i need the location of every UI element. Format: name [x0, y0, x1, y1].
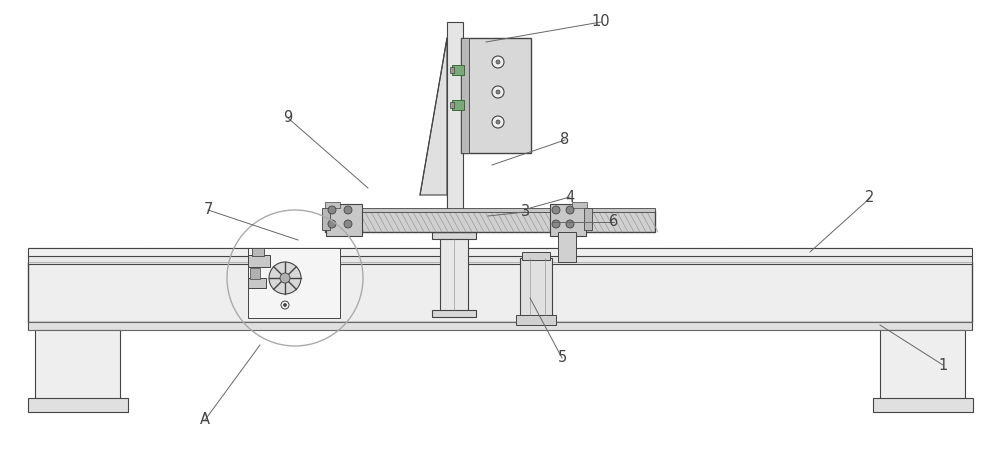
- Text: 8: 8: [560, 132, 570, 147]
- Bar: [325, 208, 655, 212]
- Bar: [28, 322, 972, 330]
- Circle shape: [280, 273, 290, 283]
- Bar: [248, 255, 270, 267]
- Circle shape: [328, 220, 336, 228]
- Bar: [880, 330, 965, 402]
- Circle shape: [269, 262, 301, 294]
- Bar: [28, 248, 972, 256]
- Bar: [873, 398, 973, 412]
- Bar: [35, 330, 120, 402]
- Bar: [432, 232, 476, 239]
- Bar: [584, 208, 592, 230]
- Text: 4: 4: [565, 189, 575, 204]
- Circle shape: [552, 220, 560, 228]
- Circle shape: [344, 206, 352, 214]
- Bar: [452, 65, 464, 75]
- Bar: [516, 315, 556, 325]
- Bar: [452, 100, 464, 110]
- Circle shape: [492, 86, 504, 98]
- Bar: [522, 252, 550, 260]
- Bar: [461, 38, 531, 153]
- Bar: [432, 310, 476, 317]
- Bar: [461, 38, 469, 153]
- Bar: [572, 202, 587, 208]
- Text: 2: 2: [865, 191, 875, 206]
- Text: 1: 1: [938, 358, 948, 373]
- Bar: [322, 208, 330, 230]
- Bar: [325, 202, 340, 208]
- Text: 5: 5: [557, 350, 567, 365]
- Bar: [325, 210, 655, 232]
- Polygon shape: [420, 38, 447, 195]
- Circle shape: [566, 220, 574, 228]
- Text: A: A: [200, 413, 210, 428]
- Bar: [447, 38, 461, 260]
- Bar: [252, 248, 264, 256]
- Text: 7: 7: [203, 202, 213, 217]
- Circle shape: [496, 60, 500, 64]
- Bar: [550, 204, 586, 236]
- Bar: [450, 102, 454, 108]
- Bar: [520, 258, 552, 316]
- Circle shape: [552, 206, 560, 214]
- Bar: [28, 262, 972, 322]
- Bar: [447, 22, 463, 262]
- Bar: [250, 268, 260, 279]
- Text: 10: 10: [592, 15, 610, 30]
- Bar: [248, 248, 340, 318]
- Bar: [248, 278, 266, 288]
- Circle shape: [566, 206, 574, 214]
- Bar: [558, 232, 576, 262]
- Bar: [326, 204, 362, 236]
- Bar: [28, 255, 972, 264]
- Text: 6: 6: [609, 214, 619, 229]
- Circle shape: [328, 206, 336, 214]
- Circle shape: [496, 120, 500, 124]
- Bar: [28, 398, 128, 412]
- Bar: [440, 239, 468, 311]
- Circle shape: [492, 56, 504, 68]
- Circle shape: [496, 90, 500, 94]
- Text: 9: 9: [283, 111, 293, 126]
- Circle shape: [284, 303, 287, 307]
- Bar: [450, 67, 454, 73]
- Circle shape: [344, 220, 352, 228]
- Circle shape: [492, 116, 504, 128]
- Text: 3: 3: [520, 204, 530, 219]
